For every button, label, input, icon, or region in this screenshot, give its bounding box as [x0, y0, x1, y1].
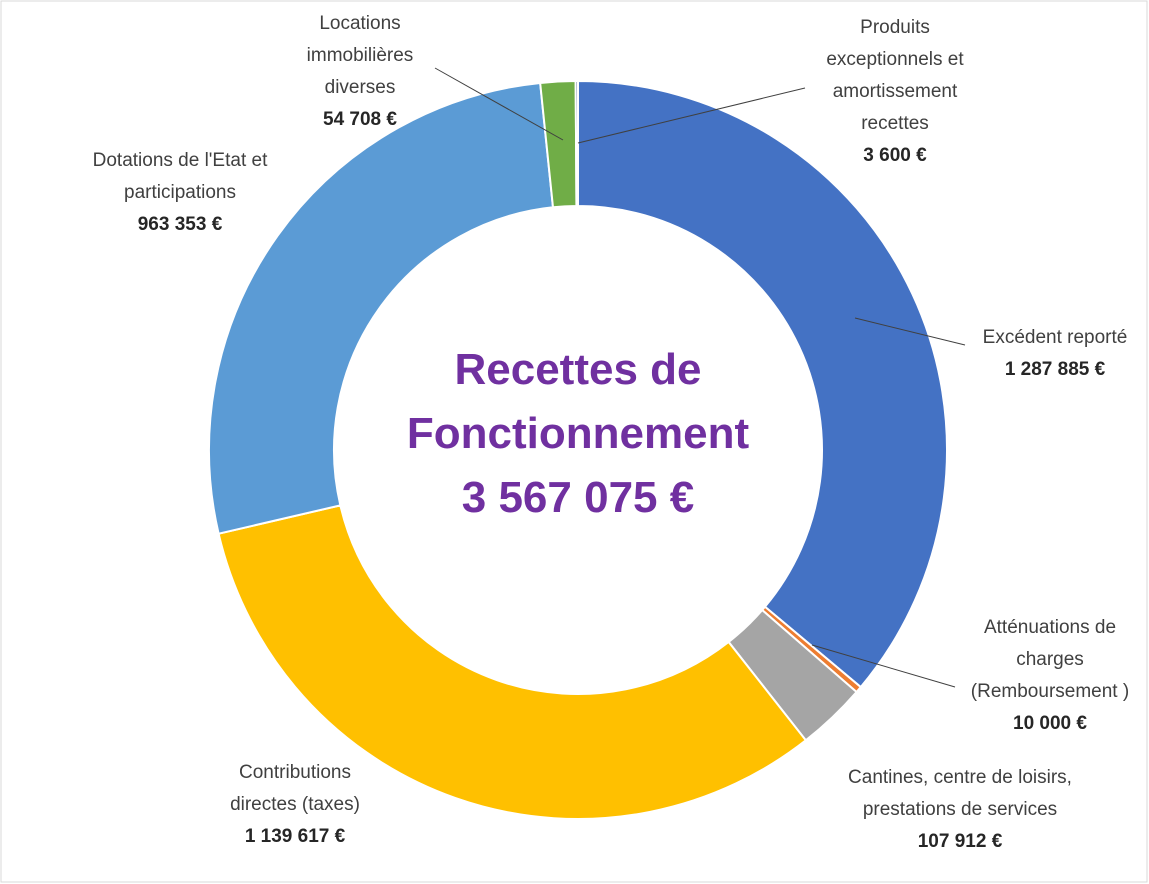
slice-label: Produits exceptionnels et amortissement … — [805, 12, 985, 172]
category-label: Produits exceptionnels et amortissement … — [826, 17, 964, 134]
leader-lines — [434, 67, 966, 688]
value-label: 54 708 € — [323, 109, 397, 130]
slice — [217, 504, 808, 820]
category-label: Cantines, centre de loisirs, prestations… — [848, 767, 1072, 820]
leader-line — [577, 87, 806, 144]
leader-line — [811, 644, 956, 688]
slice-label: Dotations de l'Etat et participations 963… — [58, 145, 303, 241]
slice-label: Atténuations de charges (Remboursement )… — [950, 612, 1149, 740]
value-label: 3 600 € — [863, 145, 927, 166]
slice — [574, 79, 579, 208]
slice-label: Contributions directes (taxes) 1 139 617 … — [208, 757, 383, 853]
center-total: 3 567 075 € — [461, 473, 695, 522]
leader-line — [434, 67, 564, 141]
category-label: Locations immobilières diverses — [306, 13, 414, 98]
center-label: Recettes de Fonctionnement 3 567 075 € — [368, 338, 788, 530]
category-label: Excédent reporté — [982, 327, 1128, 348]
slice-label: Excédent reporté 1 287 885 € — [955, 322, 1149, 386]
value-label: 1 139 617 € — [244, 826, 346, 847]
slice — [208, 81, 555, 535]
slice — [577, 79, 948, 689]
value-label: 963 353 € — [137, 214, 223, 235]
center-title: Recettes de Fonctionnement — [406, 345, 750, 458]
category-label: Dotations de l'Etat et participations — [92, 150, 268, 203]
category-label: Atténuations de charges (Remboursement ) — [970, 617, 1130, 702]
leader-line — [854, 317, 966, 346]
value-label: 107 912 € — [917, 831, 1003, 852]
slice-label: Cantines, centre de loisirs, prestations… — [848, 762, 1073, 858]
slice-label: Locations immobilières diverses 54 708 € — [285, 8, 435, 136]
value-label: 10 000 € — [1013, 713, 1087, 734]
value-label: 1 287 885 € — [1004, 359, 1106, 380]
category-label: Contributions directes (taxes) — [230, 762, 360, 815]
